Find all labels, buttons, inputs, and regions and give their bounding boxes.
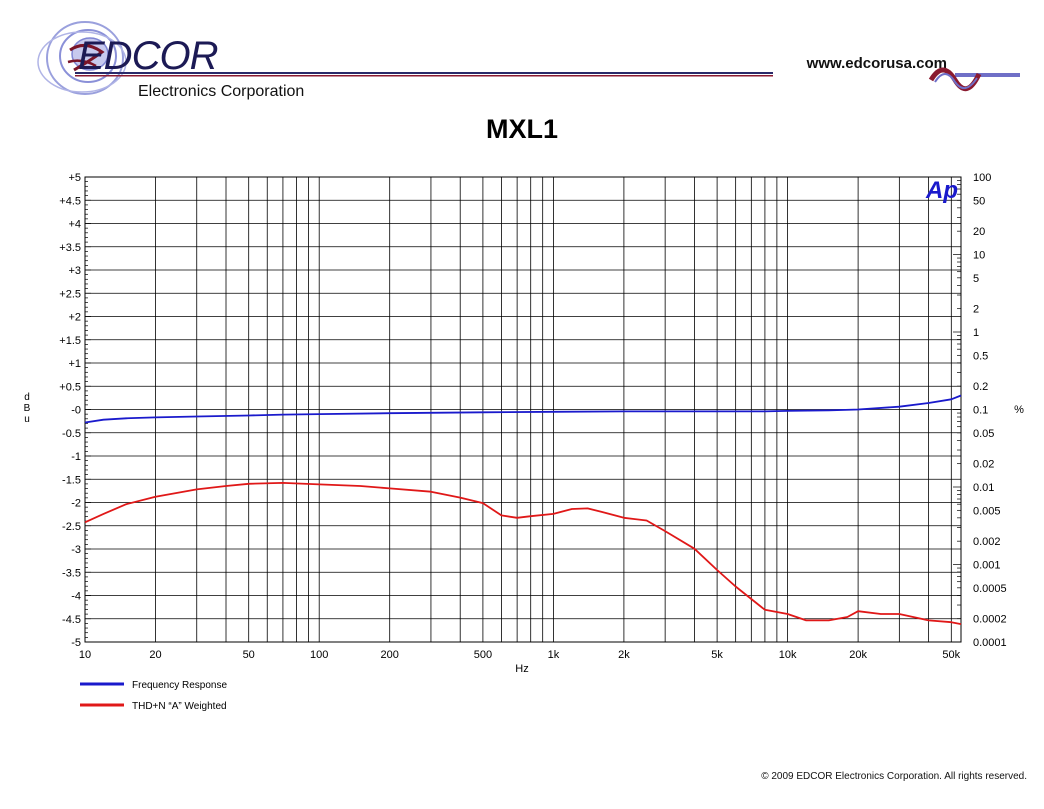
right-tick-label: 50 bbox=[973, 195, 985, 207]
left-tick-label: -1 bbox=[71, 451, 81, 463]
right-tick-label: 5 bbox=[973, 273, 979, 285]
x-tick-label: 50k bbox=[942, 649, 960, 661]
left-tick-label: +5 bbox=[68, 172, 81, 184]
right-tick-label: 1 bbox=[973, 327, 979, 339]
left-tick-label: -2 bbox=[71, 498, 81, 510]
left-tick-label: +0.5 bbox=[59, 381, 81, 393]
x-tick-label: 10 bbox=[79, 649, 91, 661]
x-tick-label: 200 bbox=[381, 649, 399, 661]
header: EDCOR Electronics Corporation www.edcoru… bbox=[0, 0, 1044, 110]
left-tick-label: +1 bbox=[68, 358, 81, 370]
right-axis: 100 50 20 10 5 2 1 0.5 0.2 0.1 0.05 0.02 0.01 0.005 0.… bbox=[953, 172, 1007, 649]
left-tick-label: -4 bbox=[71, 591, 81, 603]
ap-watermark: Ap bbox=[925, 177, 958, 204]
right-tick-label: 0.0001 bbox=[973, 637, 1007, 649]
left-tick-label: -0 bbox=[71, 405, 81, 417]
right-tick-label: 0.1 bbox=[973, 405, 988, 417]
x-tick-label: 20k bbox=[849, 649, 867, 661]
chart-title: MXL1 bbox=[485, 114, 558, 144]
company-name: Electronics Corporation bbox=[138, 83, 305, 100]
series-layer bbox=[84, 394, 962, 625]
y2-axis-label: % bbox=[1014, 404, 1024, 416]
header-rule bbox=[75, 72, 1020, 77]
right-tick-label: 0.0005 bbox=[973, 583, 1007, 595]
legend: Frequency Response THD+N “A” Weighted bbox=[80, 680, 227, 712]
right-tick-label: 0.01 bbox=[973, 482, 994, 494]
right-tick-label: 0.005 bbox=[973, 505, 1001, 517]
y-axis-label: dBu bbox=[24, 392, 31, 425]
edcor-logo-icon bbox=[37, 21, 127, 95]
left-tick-label: +4 bbox=[68, 219, 81, 231]
right-tick-label: 0.02 bbox=[973, 459, 994, 471]
x-tick-label: 100 bbox=[310, 649, 328, 661]
website-link[interactable]: www.edcorusa.com bbox=[806, 55, 947, 72]
grid bbox=[84, 176, 962, 643]
right-tick-label: 0.2 bbox=[973, 381, 988, 393]
left-tick-label: -0.5 bbox=[62, 428, 81, 440]
copyright: © 2009 EDCOR Electronics Corporation. Al… bbox=[761, 771, 1027, 782]
left-tick-label: -3.5 bbox=[62, 567, 81, 579]
series-line-1 bbox=[84, 481, 962, 625]
left-tick-label: +3 bbox=[68, 265, 81, 277]
right-tick-label: 0.0002 bbox=[973, 614, 1007, 626]
legend-label: Frequency Response bbox=[132, 680, 227, 691]
left-tick-label: -3 bbox=[71, 544, 81, 556]
right-tick-label: 10 bbox=[973, 250, 985, 262]
legend-label: THD+N “A” Weighted bbox=[132, 701, 227, 712]
left-tick-label: -1.5 bbox=[62, 474, 81, 486]
y-label-letter: d bbox=[24, 392, 30, 403]
left-tick-label: +3.5 bbox=[59, 242, 81, 254]
right-tick-label: 0.001 bbox=[973, 560, 1001, 572]
left-tick-label: -2.5 bbox=[62, 521, 81, 533]
x-tick-label: 1k bbox=[548, 649, 560, 661]
x-tick-label: 500 bbox=[474, 649, 492, 661]
y-label-letter: u bbox=[24, 414, 30, 425]
x-axis-label: Hz bbox=[515, 663, 528, 675]
left-tick-label: +2.5 bbox=[59, 288, 81, 300]
x-tick-label: 50 bbox=[243, 649, 255, 661]
x-tick-label: 10k bbox=[779, 649, 797, 661]
right-tick-label: 0.05 bbox=[973, 428, 994, 440]
logo-text: EDCOR bbox=[78, 34, 218, 78]
chart: +5 +4.5 +4 +3.5 +3 +2.5 +2 +1.5 +1 +0.5 -0 -0.5 -1 -1… bbox=[24, 172, 1024, 712]
left-tick-label: +2 bbox=[68, 312, 81, 324]
right-tick-label: 100 bbox=[973, 172, 991, 184]
left-tick-label: -4.5 bbox=[62, 614, 81, 626]
y-label-letter: B bbox=[24, 403, 31, 414]
left-axis: +5 +4.5 +4 +3.5 +3 +2.5 +2 +1.5 +1 +0.5 -0 -0.5 -1 -1… bbox=[59, 172, 91, 649]
left-tick-label: -5 bbox=[71, 637, 81, 649]
left-tick-label: +4.5 bbox=[59, 195, 81, 207]
right-tick-label: 20 bbox=[973, 226, 985, 238]
x-axis: 10 20 50 100 200 500 1k 2k 5k 10k 20k 50k bbox=[79, 649, 961, 661]
right-tick-label: 0.002 bbox=[973, 536, 1001, 548]
x-tick-label: 2k bbox=[618, 649, 630, 661]
series-line-0 bbox=[84, 394, 962, 424]
wave-logo-icon bbox=[928, 67, 982, 92]
x-tick-label: 5k bbox=[711, 649, 723, 661]
right-tick-label: 0.5 bbox=[973, 350, 988, 362]
left-tick-label: +1.5 bbox=[59, 335, 81, 347]
x-tick-label: 20 bbox=[149, 649, 161, 661]
right-tick-label: 2 bbox=[973, 304, 979, 316]
